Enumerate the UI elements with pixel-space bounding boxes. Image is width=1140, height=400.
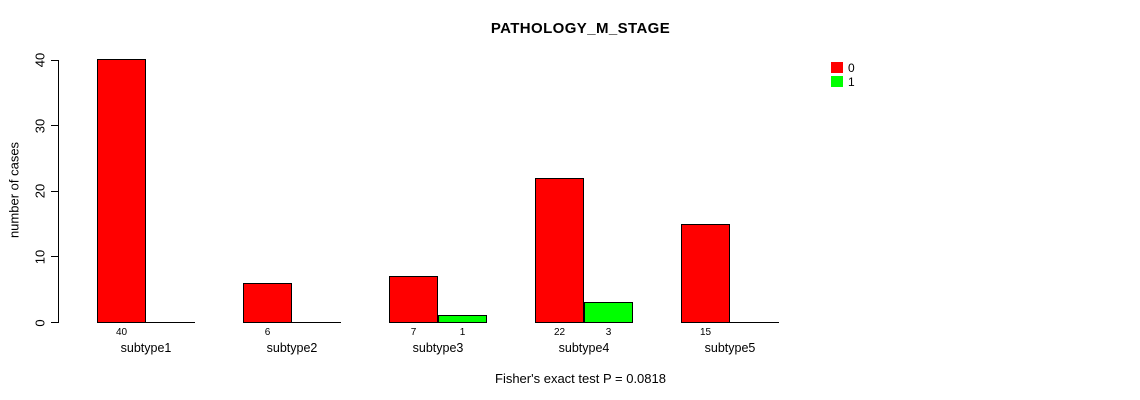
x-category-label: subtype5 [704, 341, 756, 355]
bar-count-label: 1 [459, 327, 466, 338]
legend-item-0: 0 [831, 61, 855, 74]
bar-count-label: 15 [699, 327, 712, 338]
bar-count-label: 7 [410, 327, 417, 338]
x-axis-baseline [681, 322, 779, 323]
bar-subtype1-series-0 [97, 59, 146, 323]
chart-title: PATHOLOGY_M_STAGE [490, 20, 671, 37]
bar-subtype2-series-0 [243, 283, 292, 323]
legend-swatch-red-icon [831, 62, 843, 73]
fisher-test-caption: Fisher's exact test P = 0.0818 [495, 371, 666, 386]
bar-count-label: 3 [605, 327, 612, 338]
bar-subtype3-series-0 [389, 276, 438, 323]
y-tick-label: 20 [32, 184, 48, 199]
x-category-label: subtype1 [120, 341, 172, 355]
y-tick-label: 10 [32, 249, 48, 265]
y-axis-tick [51, 322, 58, 323]
y-tick-label: 40 [32, 52, 48, 68]
x-category-label: subtype4 [558, 341, 610, 355]
y-axis-label: number of cases [6, 141, 22, 239]
bar-count-label: 22 [553, 327, 566, 338]
y-axis-tick [51, 256, 58, 258]
x-category-label: subtype3 [412, 341, 464, 355]
legend: 0 1 [831, 61, 855, 89]
y-axis-tick [51, 59, 58, 61]
bar-subtype3-series-1 [438, 315, 487, 323]
y-tick-label: 0 [32, 318, 48, 327]
legend-item-1: 1 [831, 75, 855, 88]
y-axis-tick [51, 125, 58, 127]
bar-count-label: 6 [264, 327, 271, 338]
x-axis-baseline [243, 322, 341, 323]
bar-count-label: 40 [115, 327, 128, 338]
legend-label-0: 0 [848, 60, 855, 75]
bar-subtype4-series-1 [584, 302, 633, 323]
y-axis-line [58, 59, 59, 323]
y-axis-tick [51, 190, 58, 192]
legend-swatch-green-icon [831, 76, 843, 87]
x-axis-baseline [97, 322, 195, 323]
bar-subtype4-series-0 [535, 178, 584, 323]
x-category-label: subtype2 [266, 341, 318, 355]
y-tick-label: 30 [32, 118, 48, 133]
legend-label-1: 1 [848, 74, 855, 89]
bar-subtype5-series-0 [681, 224, 730, 323]
